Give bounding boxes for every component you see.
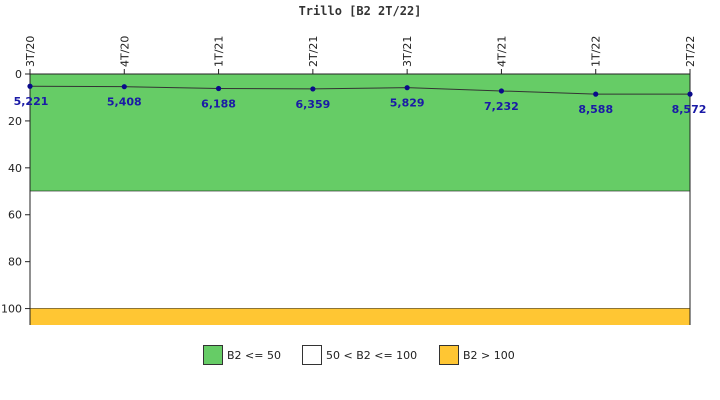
x-axis-ticks: 3T/20 4T/20 1T/21 2T/21 3T/21 4T/21 1T/22 2T/22 [24,36,697,74]
legend-label-1: 50 < B2 <= 100 [326,348,418,362]
legend-item-2: B2 > 100 [439,344,515,366]
y-tick-label-0: 0 [15,68,22,81]
legend-swatch-0 [203,345,223,365]
y-tick-label-3: 60 [8,209,22,222]
y-tick-label-5: 100 [1,303,22,316]
data-label-6: 8,588 [578,103,613,116]
axes [29,73,691,325]
y-tick-label-4: 80 [8,256,22,269]
x-tick-label-4: 3T/21 [401,36,414,67]
data-label-5: 7,232 [484,100,519,113]
legend: B2 <= 50 50 < B2 <= 100 B2 > 100 [0,344,720,368]
y-tick-label-1: 20 [8,115,22,128]
chart-title: Trillo [B2 2T/22] [299,4,422,18]
data-label-2: 6,188 [201,98,236,111]
data-label-0: 5,221 [14,95,49,108]
data-point-6 [593,91,599,97]
legend-item-1: 50 < B2 <= 100 [302,344,417,366]
data-point-7 [687,91,693,97]
chart-svg: Trillo [B2 2T/22] 3T/20 4T/20 1T/21 2T/21 3T… [1,4,707,325]
data-label-1: 5,408 [107,96,142,109]
legend-swatch-1 [302,345,322,365]
band-0 [30,74,690,192]
data-point-0 [27,83,33,89]
x-tick-label-7: 2T/22 [684,36,697,67]
band-1 [30,191,690,309]
x-tick-label-2: 1T/21 [213,36,226,67]
legend-swatch-2 [439,345,459,365]
data-labels: 5,221 5,408 6,188 6,359 5,829 7,232 8,588 8,572 [14,95,707,116]
y-axis-ticks: 0 20 40 60 80 100 [1,68,30,316]
data-point-5 [498,88,505,94]
legend-label-0: B2 <= 50 [227,348,281,362]
y-tick-label-2: 40 [8,162,22,175]
legend-label-2: B2 > 100 [463,348,515,362]
data-point-4 [404,85,410,91]
x-tick-label-0: 3T/20 [24,36,37,67]
band-2 [30,308,690,325]
x-tick-label-3: 2T/21 [307,36,320,67]
data-label-7: 8,572 [672,103,707,116]
legend-item-0: B2 <= 50 [203,344,281,366]
x-tick-label-1: 4T/20 [118,36,131,67]
data-point-3 [310,86,316,92]
x-tick-label-6: 1T/22 [590,36,603,67]
series-line [27,83,693,97]
data-point-1 [121,84,127,90]
data-label-3: 6,359 [295,98,330,111]
data-label-4: 5,829 [390,97,425,110]
data-point-2 [215,85,222,92]
series-polyline [29,85,691,95]
x-tick-label-5: 4T/21 [495,36,508,67]
